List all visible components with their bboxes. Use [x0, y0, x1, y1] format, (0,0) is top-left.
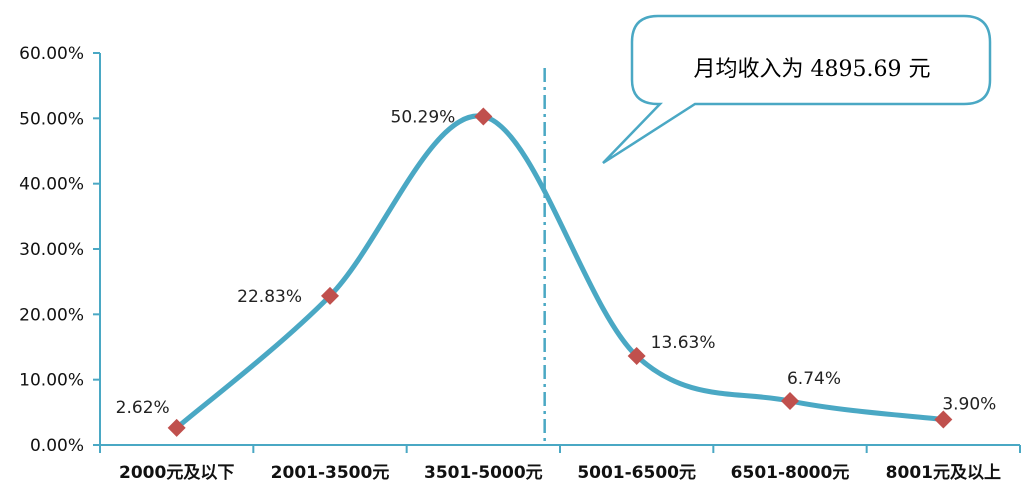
x-tick-label: 6501-8000元	[731, 463, 850, 483]
data-label: 13.63%	[651, 333, 716, 353]
data-label: 3.90%	[942, 395, 996, 415]
label-layer: 2.62% 22.83% 50.29% 13.63% 6.74% 3.90%	[116, 107, 997, 417]
data-point-marker	[627, 346, 646, 365]
data-label: 22.83%	[237, 287, 302, 307]
axes: 0.00% 10.00% 20.00% 30.00% 40.00% 50.00% 60.00…	[19, 44, 1021, 483]
callout-text: 月均收入为 4895.69 元	[694, 57, 931, 82]
x-tick-label: 2000元及以下	[119, 463, 234, 483]
data-label: 50.29%	[391, 107, 456, 127]
y-tick-label: 0.00%	[30, 436, 84, 456]
data-point-marker	[781, 391, 799, 410]
x-tick-label: 2001-3500元	[271, 463, 390, 483]
callout-bubble	[602, 14, 992, 165]
callout: 月均收入为 4895.69 元	[602, 14, 992, 165]
y-tick-label: 30.00%	[19, 240, 84, 260]
y-tick-label: 40.00%	[19, 175, 84, 195]
data-point-marker	[474, 107, 493, 126]
x-tick-label: 5001-6500元	[577, 463, 696, 483]
data-point-marker	[321, 286, 339, 305]
y-tick-label: 10.00%	[19, 371, 84, 391]
data-label: 2.62%	[116, 398, 170, 418]
x-tick-label: 8001元及以上	[886, 463, 1001, 483]
y-tick-label: 20.00%	[19, 305, 84, 325]
x-tick-label: 3501-5000元	[424, 463, 543, 483]
series-layer	[167, 107, 953, 437]
data-point-marker	[167, 418, 186, 437]
y-tick-label: 50.00%	[19, 109, 84, 129]
data-label: 6.74%	[787, 369, 841, 389]
y-tick-label: 60.00%	[19, 44, 84, 64]
data-point-marker	[934, 410, 953, 429]
